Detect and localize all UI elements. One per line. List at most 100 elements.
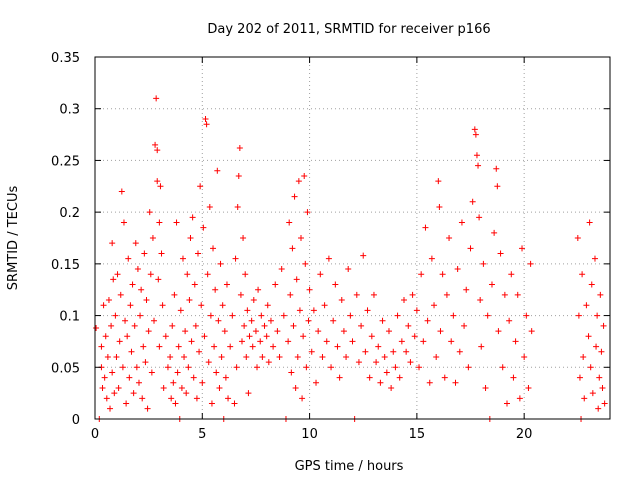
data-point xyxy=(225,395,232,402)
data-point xyxy=(302,260,309,267)
data-point xyxy=(204,271,211,278)
data-point xyxy=(467,245,474,252)
data-point xyxy=(197,183,204,190)
data-point xyxy=(143,297,150,304)
data-point xyxy=(317,271,324,278)
data-point xyxy=(452,379,459,386)
data-point xyxy=(109,369,116,376)
data-point xyxy=(101,374,108,381)
data-point xyxy=(227,343,234,350)
data-point xyxy=(347,312,354,319)
data-point xyxy=(325,255,332,262)
data-point xyxy=(420,338,427,345)
data-point xyxy=(264,302,271,309)
data-point xyxy=(394,312,401,319)
data-point xyxy=(298,235,304,241)
data-point xyxy=(196,348,203,355)
x-tick-label: 5 xyxy=(198,427,206,442)
data-point xyxy=(112,312,119,319)
data-point xyxy=(472,131,479,138)
data-point xyxy=(381,353,388,360)
data-point xyxy=(167,353,174,360)
data-point xyxy=(388,384,395,391)
data-point xyxy=(332,281,339,288)
data-point xyxy=(250,297,257,304)
data-point xyxy=(287,291,294,298)
data-point xyxy=(146,209,153,216)
data-point xyxy=(132,240,139,247)
data-point xyxy=(300,333,307,340)
data-point xyxy=(178,384,185,391)
data-point xyxy=(296,307,303,314)
data-point xyxy=(144,405,151,412)
data-point xyxy=(334,343,341,350)
data-point xyxy=(232,255,239,262)
data-point xyxy=(439,271,446,278)
data-point xyxy=(375,343,382,350)
data-point xyxy=(315,328,322,335)
data-point xyxy=(595,405,602,412)
data-point xyxy=(270,343,277,350)
data-point xyxy=(265,359,272,366)
data-point xyxy=(233,364,240,371)
data-point xyxy=(186,297,193,304)
data-point xyxy=(102,333,109,340)
data-point xyxy=(185,364,192,371)
data-point xyxy=(104,353,111,360)
data-point xyxy=(465,364,472,371)
data-point xyxy=(276,353,283,360)
data-point xyxy=(182,328,189,335)
data-point xyxy=(591,255,598,262)
data-point xyxy=(257,338,264,345)
data-point xyxy=(236,145,243,152)
data-point xyxy=(223,281,230,288)
data-point xyxy=(199,379,206,386)
data-point xyxy=(134,266,141,273)
data-point xyxy=(403,348,410,355)
data-point xyxy=(598,348,605,355)
data-point xyxy=(244,307,251,314)
data-point xyxy=(379,317,386,324)
data-point xyxy=(155,276,162,283)
data-point xyxy=(189,214,196,221)
x-tick-label: 15 xyxy=(409,427,426,442)
data-point xyxy=(99,384,106,391)
data-point xyxy=(229,312,236,319)
data-point xyxy=(594,312,601,319)
data-point xyxy=(290,322,297,329)
data-point xyxy=(158,250,165,257)
data-point xyxy=(170,379,177,386)
data-point xyxy=(214,167,221,174)
data-point xyxy=(446,235,453,241)
data-point xyxy=(482,384,489,391)
data-point xyxy=(123,400,130,407)
data-point xyxy=(107,405,114,412)
data-points xyxy=(93,95,608,422)
data-point xyxy=(499,364,506,371)
data-point xyxy=(116,338,123,345)
data-point xyxy=(248,317,255,324)
data-point xyxy=(135,379,142,386)
data-point xyxy=(580,353,587,360)
data-point xyxy=(478,343,485,350)
data-point xyxy=(259,353,266,360)
data-point xyxy=(177,307,184,314)
data-point xyxy=(589,390,596,397)
data-point xyxy=(219,302,226,309)
data-point xyxy=(210,245,217,252)
y-tick-label: 0.3 xyxy=(59,103,80,118)
data-point xyxy=(308,348,315,355)
data-point xyxy=(416,364,423,371)
data-point xyxy=(100,302,107,309)
data-point xyxy=(203,121,210,128)
data-point xyxy=(463,286,470,293)
x-tick-label: 0 xyxy=(91,427,99,442)
data-point xyxy=(575,312,582,319)
data-point xyxy=(140,343,147,350)
data-point xyxy=(473,152,480,159)
y-tick-label: 0.35 xyxy=(51,51,80,66)
data-point xyxy=(586,219,593,226)
data-point xyxy=(431,302,438,309)
data-point xyxy=(162,333,169,340)
